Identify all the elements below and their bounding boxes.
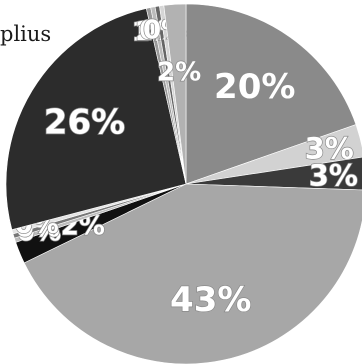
pie-slice xyxy=(163,3,187,185)
pie-slice xyxy=(5,8,187,230)
pie-slice xyxy=(185,124,362,185)
pie-slice xyxy=(23,183,362,364)
pie-slice xyxy=(185,3,357,185)
slice-percent-label: 26% xyxy=(44,102,125,142)
chart-label: plius xyxy=(0,22,52,46)
slice-percent-label: 2% xyxy=(157,58,201,88)
slice-percent-label: 20% xyxy=(214,67,295,107)
slice-percent-label: 43% xyxy=(170,280,251,320)
slice-percent-label: 3% xyxy=(309,158,358,192)
pie-slice xyxy=(185,156,362,191)
